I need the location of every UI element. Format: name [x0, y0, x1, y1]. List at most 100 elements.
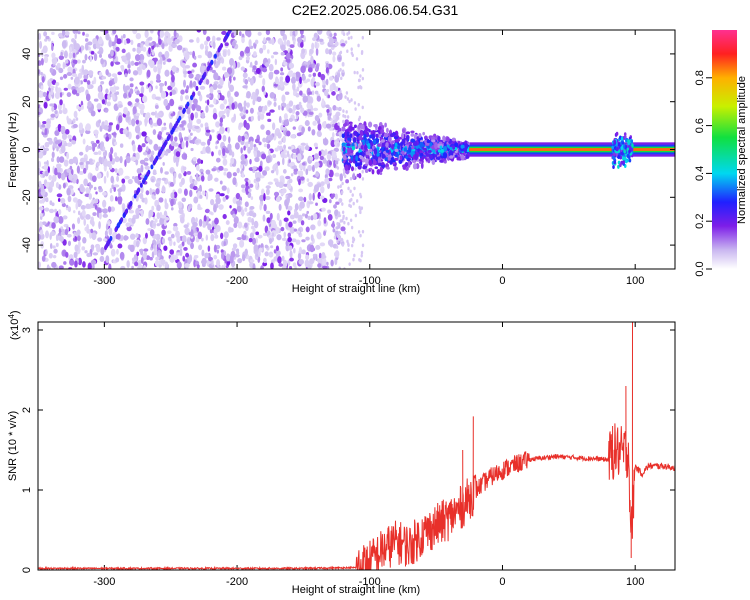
heatmap-cell: [218, 149, 222, 156]
heatmap-cell: [75, 201, 79, 210]
heatmap-cell: [356, 70, 359, 75]
heatmap-cell: [148, 42, 155, 47]
heatmap-cell: [62, 239, 67, 246]
heatmap-cell: [336, 166, 340, 170]
heatmap-cell: [240, 163, 244, 170]
heatmap-cell: [273, 178, 278, 182]
heatmap-cell: [76, 165, 81, 174]
heatmap-cell: [305, 254, 310, 260]
heatmap-cell: [41, 221, 47, 226]
heatmap-cell: [210, 199, 215, 206]
heatmap-cell: [129, 83, 134, 88]
heatmap-cell: [251, 237, 257, 245]
heatmap-cell: [341, 181, 344, 186]
heatmap-cell: [97, 85, 102, 93]
heatmap-cell: [59, 76, 64, 81]
heatmap-cell: [400, 141, 403, 148]
heatmap-cell: [326, 153, 332, 161]
heatmap-cell: [55, 126, 59, 131]
heatmap-cell: [115, 234, 119, 240]
heatmap-cell: [111, 132, 117, 136]
heatmap-cell: [262, 232, 268, 237]
colorbar-tick-label: 0.6: [694, 118, 706, 133]
heatmap-cell: [443, 142, 447, 147]
heatmap-cell: [399, 155, 403, 161]
heatmap-cell: [197, 139, 202, 144]
heatmap-cell: [90, 110, 96, 117]
heatmap-cell: [249, 205, 255, 210]
heatmap-cell: [160, 214, 167, 219]
heatmap-cell: [340, 237, 344, 242]
heatmap-cell: [255, 180, 259, 188]
heatmap-cell: [298, 101, 302, 106]
heatmap-cell: [45, 249, 48, 256]
heatmap-cell: [127, 178, 133, 185]
heatmap-cell: [298, 188, 304, 193]
heatmap-cell: [115, 123, 120, 131]
heatmap-cell: [164, 171, 169, 175]
heatmap-cell: [624, 145, 628, 150]
heatmap-cell: [124, 73, 128, 78]
heatmap-cell: [126, 226, 132, 232]
heatmap-cell: [252, 99, 256, 106]
heatmap-cell: [232, 243, 238, 249]
heatmap-cell: [332, 220, 335, 229]
heatmap-cell: [260, 265, 264, 269]
heatmap-cell: [47, 166, 51, 174]
heatmap-cell: [202, 30, 207, 36]
heatmap-cell: [341, 133, 345, 139]
snr-xtick-label: -300: [93, 576, 115, 588]
heatmap-cell: [95, 133, 99, 139]
heatmap-cell: [88, 158, 93, 163]
heatmap-cell: [196, 118, 202, 125]
heatmap-cell: [252, 227, 256, 235]
heatmap-cell: [460, 154, 465, 161]
heatmap-cell: [207, 51, 213, 59]
heatmap-cell: [376, 151, 380, 157]
heatmap-cell: [125, 222, 131, 228]
snr-ytick-label: 0: [21, 567, 33, 573]
heatmap-cell: [93, 186, 97, 191]
heatmap-cell: [73, 110, 78, 119]
heatmap-cell: [67, 83, 72, 90]
heatmap-cell: [393, 136, 399, 140]
heatmap-cell: [48, 208, 55, 214]
heatmap-cell: [391, 140, 395, 144]
heatmap-cell: [287, 70, 293, 78]
heatmap-cell: [55, 182, 60, 189]
heatmap-cell: [105, 69, 109, 76]
heatmap-cell: [221, 185, 227, 191]
heatmap-cell: [211, 129, 215, 133]
heatmap-cell: [428, 154, 433, 160]
heatmap-cell: [95, 191, 98, 195]
heatmap-cell: [344, 122, 348, 127]
heatmap-cell: [204, 49, 209, 56]
heatmap-cell: [91, 142, 98, 148]
heatmap-cell: [156, 212, 161, 220]
heatmap-cell: [72, 30, 79, 35]
heatmap-cell: [308, 73, 312, 78]
heatmap-cell: [101, 76, 107, 80]
heatmap-cell: [328, 177, 333, 182]
heatmap-cell: [139, 182, 143, 188]
heatmap-cell: [44, 170, 49, 177]
heatmap-cell: [146, 171, 150, 177]
heatmap-cell: [305, 226, 310, 233]
heatmap-cell: [313, 213, 318, 220]
snr-xlabel: Height of straight line (km): [292, 584, 420, 596]
heatmap-cell: [106, 241, 110, 247]
heatmap-cell: [135, 32, 142, 40]
heatmap-cell: [62, 103, 66, 111]
heatmap-cell: [110, 93, 115, 98]
heatmap-cell: [179, 216, 185, 224]
heatmap-cell: [122, 128, 128, 135]
heatmap-cell: [92, 212, 97, 216]
heatmap-cell: [454, 142, 459, 148]
heatmap-cell: [98, 71, 103, 77]
heatmap-cell: [148, 86, 152, 93]
heatmap-cell: [152, 169, 157, 175]
heatmap-cell: [73, 251, 78, 259]
heatmap-cell: [212, 112, 218, 120]
heatmap-cell: [134, 54, 141, 62]
